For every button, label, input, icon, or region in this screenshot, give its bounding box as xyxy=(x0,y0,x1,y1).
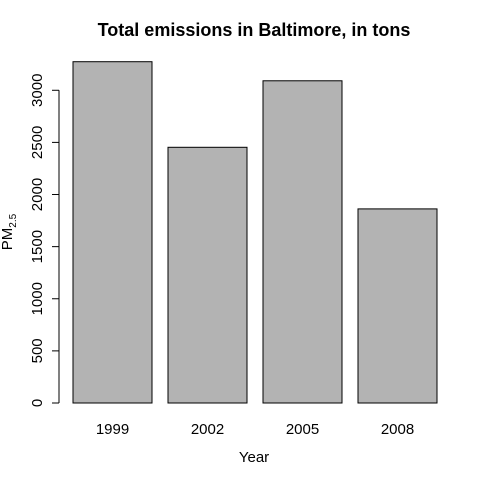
y-ticks: 0 500 1000 1500 2000 2500 3000 xyxy=(29,74,59,407)
bar-2002 xyxy=(167,146,248,404)
x-tick-label-2008: 2008 xyxy=(381,421,414,438)
y-tick-label-2000: 2000 xyxy=(29,178,46,211)
bar-2005 xyxy=(262,80,343,404)
y-tick-label-3000: 3000 xyxy=(29,74,46,107)
bars-group xyxy=(72,61,438,404)
x-tick-labels: 1999 2002 2005 2008 xyxy=(96,421,414,438)
y-tick-label-1000: 1000 xyxy=(29,282,46,315)
x-tick-label-2005: 2005 xyxy=(286,421,319,438)
y-tick-label-500: 500 xyxy=(29,338,46,363)
y-tick-label-1500: 1500 xyxy=(29,230,46,263)
x-tick-label-1999: 1999 xyxy=(96,421,129,438)
chart-title: Total emissions in Baltimore, in tons xyxy=(98,20,411,40)
y-axis: 0 500 1000 1500 2000 2500 3000 xyxy=(29,74,60,407)
y-tick-label-0: 0 xyxy=(29,399,46,407)
bar-2008 xyxy=(357,208,438,404)
y-tick-label-2500: 2500 xyxy=(29,126,46,159)
y-axis-label-subscript: 2.5 xyxy=(8,213,19,227)
x-axis-label: Year xyxy=(239,449,269,466)
y-axis-label-main: PM xyxy=(0,228,16,251)
bar-1999 xyxy=(72,61,153,404)
x-tick-label-2002: 2002 xyxy=(191,421,224,438)
y-axis-label: PM2.5 xyxy=(0,213,19,250)
